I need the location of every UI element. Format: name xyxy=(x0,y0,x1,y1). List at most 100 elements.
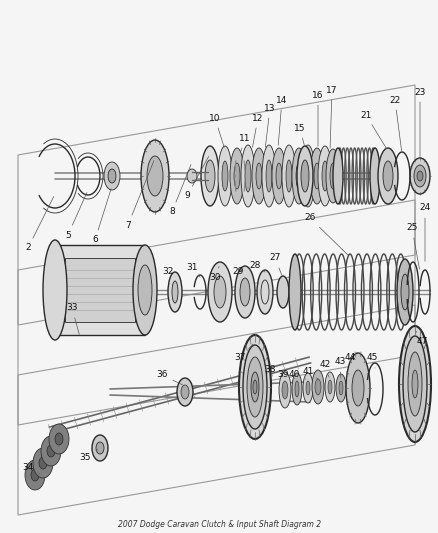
Ellipse shape xyxy=(338,381,342,395)
Ellipse shape xyxy=(261,145,276,207)
Ellipse shape xyxy=(133,245,157,335)
Ellipse shape xyxy=(218,146,231,206)
Ellipse shape xyxy=(247,357,262,417)
Ellipse shape xyxy=(201,146,219,206)
Ellipse shape xyxy=(295,163,301,189)
Ellipse shape xyxy=(230,148,244,204)
Text: 23: 23 xyxy=(413,87,425,157)
Ellipse shape xyxy=(309,148,323,204)
Ellipse shape xyxy=(177,378,193,406)
Text: 2: 2 xyxy=(25,197,53,253)
Text: 5: 5 xyxy=(65,192,87,239)
Ellipse shape xyxy=(327,380,331,394)
Ellipse shape xyxy=(300,145,314,207)
Text: 31: 31 xyxy=(186,263,200,277)
Text: 17: 17 xyxy=(325,85,337,148)
Ellipse shape xyxy=(329,163,335,189)
Ellipse shape xyxy=(276,163,281,189)
Ellipse shape xyxy=(47,445,55,457)
Bar xyxy=(65,258,135,322)
Ellipse shape xyxy=(104,162,120,190)
Ellipse shape xyxy=(25,460,45,490)
Text: 26: 26 xyxy=(304,214,347,255)
Ellipse shape xyxy=(324,372,334,402)
Ellipse shape xyxy=(285,160,291,192)
Text: 21: 21 xyxy=(360,110,386,149)
Ellipse shape xyxy=(382,161,392,191)
Text: 36: 36 xyxy=(156,370,182,385)
Text: 8: 8 xyxy=(169,165,191,216)
Ellipse shape xyxy=(252,380,256,394)
Text: 25: 25 xyxy=(406,223,419,269)
Text: 35: 35 xyxy=(79,449,98,463)
Ellipse shape xyxy=(305,381,309,395)
Ellipse shape xyxy=(55,433,63,445)
Text: 16: 16 xyxy=(311,91,323,146)
Text: 43: 43 xyxy=(334,358,345,378)
Ellipse shape xyxy=(321,161,327,191)
Ellipse shape xyxy=(43,240,67,340)
Text: 15: 15 xyxy=(293,124,305,146)
Ellipse shape xyxy=(39,457,47,469)
Ellipse shape xyxy=(272,148,285,204)
Ellipse shape xyxy=(255,163,261,189)
Ellipse shape xyxy=(416,171,422,181)
Ellipse shape xyxy=(335,374,345,402)
Ellipse shape xyxy=(180,385,189,399)
Text: 9: 9 xyxy=(184,157,208,200)
Ellipse shape xyxy=(238,335,270,439)
Ellipse shape xyxy=(233,163,240,189)
Ellipse shape xyxy=(396,259,412,325)
Ellipse shape xyxy=(402,336,426,432)
Ellipse shape xyxy=(234,266,254,318)
Text: 12: 12 xyxy=(252,114,263,147)
Text: 44: 44 xyxy=(343,353,355,362)
Ellipse shape xyxy=(411,370,417,398)
Ellipse shape xyxy=(222,161,227,191)
Ellipse shape xyxy=(407,352,421,416)
Ellipse shape xyxy=(213,276,226,308)
Text: 39: 39 xyxy=(277,370,293,379)
Text: 40: 40 xyxy=(288,370,305,379)
Ellipse shape xyxy=(314,379,320,395)
Ellipse shape xyxy=(302,373,312,403)
Ellipse shape xyxy=(172,281,177,303)
Ellipse shape xyxy=(187,169,197,183)
Ellipse shape xyxy=(244,160,251,192)
Ellipse shape xyxy=(332,148,342,204)
Ellipse shape xyxy=(240,145,254,207)
Ellipse shape xyxy=(279,372,290,408)
Text: 28: 28 xyxy=(249,261,265,272)
Ellipse shape xyxy=(281,381,287,399)
Ellipse shape xyxy=(288,254,300,330)
Ellipse shape xyxy=(108,169,116,183)
Ellipse shape xyxy=(265,160,272,192)
Ellipse shape xyxy=(205,160,215,192)
Text: 42: 42 xyxy=(319,360,330,377)
Ellipse shape xyxy=(243,345,266,429)
Text: 14: 14 xyxy=(276,95,287,145)
Text: 10: 10 xyxy=(209,114,224,147)
Ellipse shape xyxy=(297,146,312,206)
Text: 7: 7 xyxy=(125,160,154,230)
Ellipse shape xyxy=(251,372,258,402)
Ellipse shape xyxy=(291,148,305,204)
Ellipse shape xyxy=(377,148,397,204)
Ellipse shape xyxy=(325,149,339,203)
Ellipse shape xyxy=(409,158,429,194)
Ellipse shape xyxy=(313,163,319,189)
Polygon shape xyxy=(55,245,145,335)
Text: 29: 29 xyxy=(232,268,243,277)
Text: 6: 6 xyxy=(92,189,111,245)
Text: 13: 13 xyxy=(264,103,275,147)
Text: 32: 32 xyxy=(162,268,173,277)
Ellipse shape xyxy=(276,276,288,308)
Ellipse shape xyxy=(31,469,39,481)
Ellipse shape xyxy=(240,278,249,306)
Text: 30: 30 xyxy=(209,266,220,282)
Text: 45: 45 xyxy=(365,353,377,368)
Ellipse shape xyxy=(141,140,169,212)
Ellipse shape xyxy=(369,148,379,204)
Ellipse shape xyxy=(400,274,408,310)
Ellipse shape xyxy=(168,272,182,312)
